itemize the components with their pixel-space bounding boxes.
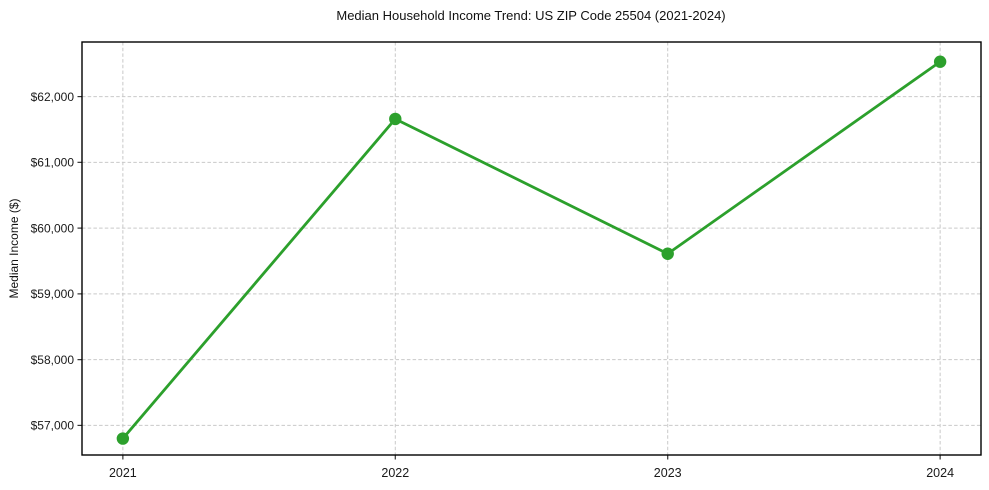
axis-tick-marks	[77, 95, 941, 460]
income-trend-line	[121, 60, 942, 440]
y-tick-label: $61,000	[31, 156, 75, 170]
y-tick-label: $57,000	[31, 419, 75, 433]
y-tick-label: $59,000	[31, 287, 75, 301]
y-tick-label: $60,000	[31, 221, 75, 235]
data-point-2021	[116, 432, 130, 445]
x-tick-label: 2022	[381, 466, 409, 480]
data-point-2022	[389, 112, 402, 126]
x-tick-label: 2021	[109, 466, 137, 480]
x-tick-label: 2024	[926, 466, 954, 480]
y-tick-label: $62,000	[31, 90, 75, 104]
chart-title: Median Household Income Trend: US ZIP Co…	[336, 8, 725, 23]
y-tick-label: $58,000	[31, 353, 75, 367]
gridlines	[82, 42, 981, 455]
axis-tick-labels: 2021 2022 2023 2024 $57,000 $58,000 $59,000 $60…	[31, 90, 954, 480]
y-axis-label: Median Income ($)	[7, 198, 21, 298]
data-series	[116, 55, 947, 445]
data-point-2024	[933, 55, 947, 68]
data-point-2023	[661, 247, 674, 260]
plot-border	[81, 41, 982, 456]
x-tick-label: 2023	[654, 466, 682, 480]
